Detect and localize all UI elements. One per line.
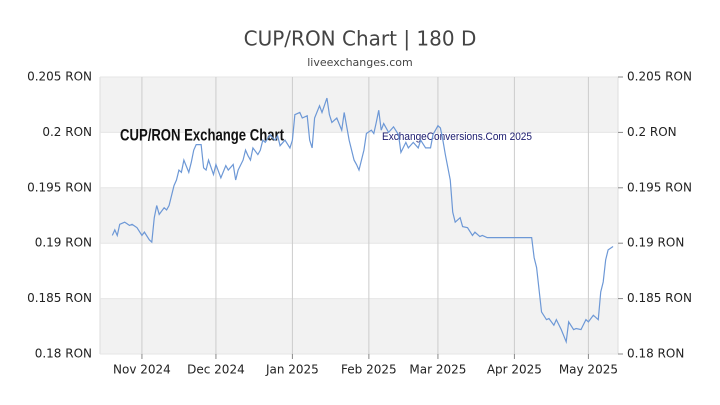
x-tick-label: Dec 2024 [187,363,245,377]
x-tick-label: Feb 2025 [341,363,397,377]
y-tick-label: 0.18 RON [35,347,92,361]
x-tick-label: Nov 2024 [113,363,171,377]
watermark: ExchangeConversions.Com 2025 [382,131,532,143]
y2-tick-label: 0.185 RON [627,291,692,305]
y-tick-label: 0.205 RON [27,70,92,84]
x-tick-label: May 2025 [559,363,618,377]
background-layer [99,76,619,355]
chart-subtitle: liveexchanges.com [307,56,412,69]
y-tick-label: 0.19 RON [35,236,92,250]
grid-band [100,77,618,133]
y2-tick-label: 0.205 RON [627,70,692,84]
y-tick-label: 0.2 RON [42,125,92,139]
grid-band [100,298,618,354]
x-tick-label: Jan 2025 [265,363,319,377]
price-line [111,97,614,345]
y-tick-label: 0.195 RON [27,180,92,194]
y2-tick-label: 0.18 RON [627,347,684,361]
y2-tick-label: 0.19 RON [627,236,684,250]
y-tick-label: 0.185 RON [27,291,92,305]
grid-band [100,187,618,244]
x-tick-label: Mar 2025 [409,363,466,377]
y2-tick-label: 0.195 RON [627,180,692,194]
x-tick-label: Apr 2025 [487,363,542,377]
chart-title: CUP/RON Chart | 180 D [244,27,477,51]
watermark: CUP/RON Exchange Chart [120,125,284,144]
y2-tick-label: 0.2 RON [627,125,677,139]
